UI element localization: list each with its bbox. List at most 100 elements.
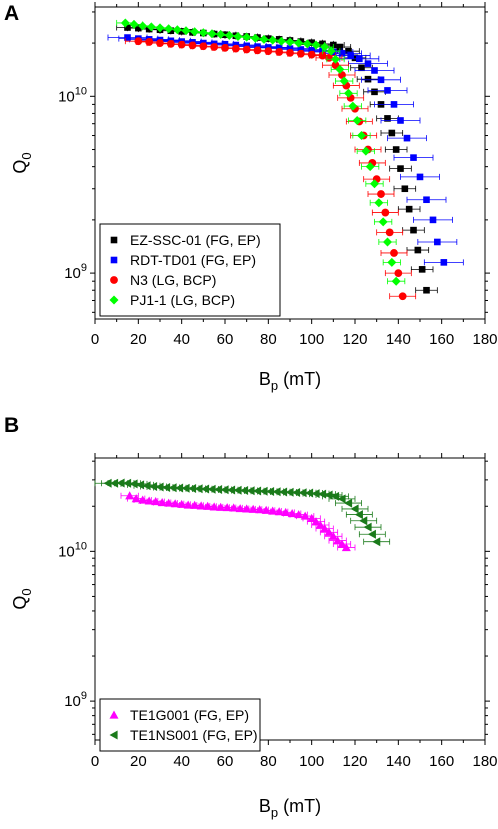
data-point (300, 511, 310, 520)
data-point (268, 35, 278, 45)
data-point (414, 246, 422, 254)
data-point (275, 48, 284, 56)
data-point (224, 30, 234, 40)
y-tick-label: 109 (64, 690, 87, 710)
data-point (333, 536, 343, 545)
data-point (198, 28, 208, 38)
data-point (324, 490, 333, 500)
x-tick-label: 160 (429, 753, 454, 770)
x-tick-label: 20 (130, 753, 147, 770)
series-0 (120, 491, 356, 552)
data-point (339, 76, 349, 86)
data-point (216, 29, 226, 39)
data-point (371, 67, 378, 74)
data-point (123, 478, 132, 488)
data-point (325, 53, 333, 62)
data-point (279, 487, 288, 497)
legend-label: EZ-SSC-01 (FG, EP) (130, 232, 261, 248)
data-point (354, 510, 363, 520)
data-point (356, 55, 363, 63)
data-point (401, 185, 409, 193)
data-point (296, 49, 305, 58)
data-point (341, 543, 351, 552)
data-point (371, 88, 378, 96)
legend-marker (110, 276, 118, 284)
panel-a-label: A (4, 2, 20, 25)
data-point (392, 146, 400, 153)
data-point (381, 208, 390, 217)
data-point (307, 50, 316, 59)
data-point (156, 39, 164, 47)
data-point (429, 216, 437, 224)
data-point (265, 35, 272, 42)
data-point (423, 196, 430, 204)
data-point (331, 491, 340, 501)
x-tick-label: 80 (260, 753, 277, 770)
data-point (384, 87, 391, 94)
data-point (266, 486, 275, 496)
data-point (272, 487, 281, 497)
data-point (248, 504, 258, 513)
data-point (135, 24, 142, 32)
data-point (253, 486, 262, 496)
data-point (281, 507, 291, 516)
data-point (246, 486, 255, 496)
x-axis-label: Bp (mT) (259, 796, 321, 820)
data-point (207, 484, 216, 494)
data-point (311, 517, 321, 526)
data-point (378, 217, 388, 227)
data-point (331, 61, 340, 70)
data-point (233, 485, 242, 495)
data-point (344, 498, 353, 508)
x-axis-label: Bp (mT) (259, 369, 321, 393)
data-point (434, 238, 441, 246)
data-point (318, 51, 327, 60)
data-point (405, 205, 413, 213)
data-point (168, 483, 177, 493)
data-point (285, 487, 294, 497)
data-point (364, 75, 372, 83)
data-point (344, 88, 353, 98)
data-point (364, 60, 372, 67)
data-point (188, 483, 197, 493)
data-point (164, 24, 174, 34)
series-3 (116, 18, 406, 286)
data-point (337, 539, 347, 548)
data-point (391, 276, 401, 286)
data-point (308, 39, 315, 47)
data-point (367, 529, 376, 539)
data-point (305, 488, 314, 498)
data-point (365, 162, 375, 172)
data-point (155, 482, 164, 492)
data-point (287, 508, 297, 518)
data-point (146, 22, 156, 32)
data-point (318, 489, 327, 499)
y-axis-label: Q0 (10, 588, 34, 609)
panel-b-label: B (4, 414, 20, 437)
data-point (190, 27, 200, 37)
data-point (370, 179, 379, 189)
data-point (134, 37, 143, 46)
x-tick-label: 0 (91, 331, 99, 348)
data-point (359, 516, 368, 526)
data-point (125, 491, 135, 500)
data-point (253, 46, 262, 55)
data-point (242, 45, 251, 54)
data-point (338, 50, 346, 57)
x-tick-label: 100 (299, 753, 324, 770)
data-point (319, 40, 326, 48)
data-point (259, 486, 268, 496)
data-point (136, 480, 145, 490)
data-point (229, 503, 239, 512)
data-point (201, 484, 210, 494)
data-point (138, 495, 148, 504)
legend-marker (110, 256, 118, 264)
x-tick-label: 100 (299, 331, 324, 348)
data-point (384, 115, 391, 122)
data-point (377, 76, 385, 84)
data-point (209, 502, 219, 511)
data-point (423, 286, 430, 294)
data-point (235, 504, 245, 513)
data-point (320, 42, 330, 52)
data-point (264, 47, 273, 56)
